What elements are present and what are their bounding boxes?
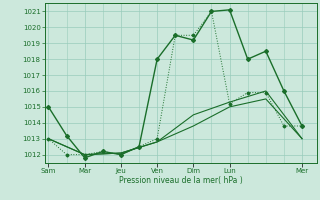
X-axis label: Pression niveau de la mer( hPa ): Pression niveau de la mer( hPa ) <box>119 176 243 185</box>
